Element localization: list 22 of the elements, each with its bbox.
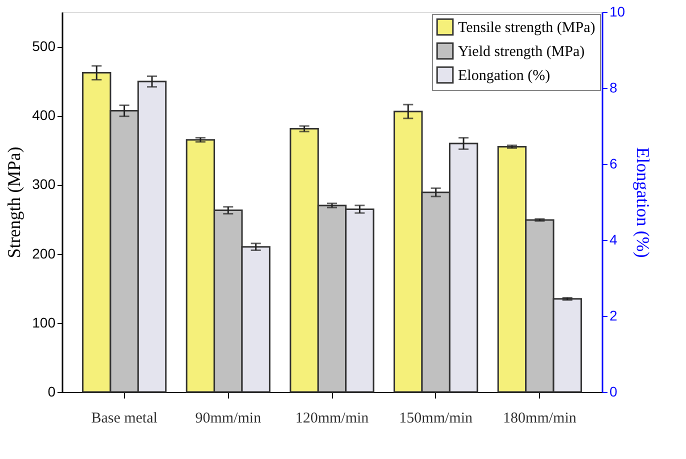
x-tick-label: 120mm/min — [295, 410, 370, 426]
y2-axis-title: Elongation (%) — [633, 147, 654, 258]
legend-label: Elongation (%) — [458, 68, 550, 84]
y-tick-label: 400 — [32, 107, 56, 124]
y2-tick-label: 2 — [610, 308, 618, 324]
y-tick-label: 300 — [32, 176, 56, 192]
y-tick-label: 200 — [32, 245, 56, 262]
y-axis-title: Strength (MPa) — [4, 146, 24, 258]
y-tick-label: 500 — [32, 38, 56, 54]
x-tick-label: 180mm/min — [503, 410, 577, 426]
legend-label: Yield strength (MPa) — [458, 44, 585, 60]
y-tick-label: 100 — [32, 314, 56, 330]
x-tick-label: Base metal — [91, 410, 158, 426]
y2-tick-label: 6 — [610, 156, 618, 172]
y2-tick-label: 4 — [610, 232, 618, 248]
y2-tick-label: 8 — [610, 80, 618, 96]
legend-label: Tensile strength (MPa) — [458, 20, 596, 36]
y2-tick-label: 0 — [610, 384, 618, 400]
x-tick-label: 90mm/min — [195, 410, 262, 426]
y-tick-label: 0 — [48, 384, 56, 400]
x-tick-label: 150mm/min — [399, 410, 474, 426]
y2-tick-label: 10 — [610, 4, 626, 20]
